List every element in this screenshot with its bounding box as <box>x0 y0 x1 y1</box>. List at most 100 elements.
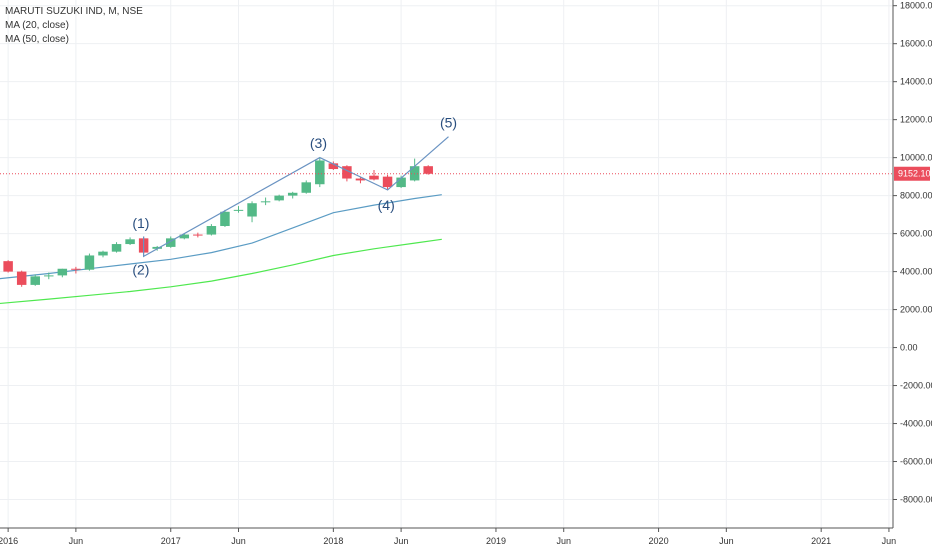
candle-body <box>165 238 176 247</box>
candle-body <box>98 251 108 256</box>
candle-body <box>57 268 68 276</box>
candle <box>3 260 13 273</box>
x-tick-label: 2021 <box>811 536 831 546</box>
candle-body <box>423 166 433 174</box>
x-tick-label: Jun <box>719 536 734 546</box>
ma20-line <box>0 194 442 280</box>
wave-label: (1) <box>132 215 149 231</box>
y-tick-label: 6000.00 <box>900 229 932 239</box>
candle <box>355 176 366 184</box>
y-tick-label: 18000.00 <box>900 1 932 11</box>
candle <box>423 165 433 175</box>
candle-body <box>193 234 203 236</box>
wave-label: (2) <box>132 261 149 277</box>
y-tick-label: 0.00 <box>900 343 918 353</box>
candle <box>44 272 54 280</box>
x-tick-label: Jun <box>394 536 409 546</box>
candle <box>301 180 311 194</box>
y-tick-label: 10000.00 <box>900 153 932 163</box>
y-tick-label: 4000.00 <box>900 267 932 277</box>
time-axis[interactable]: 2016 Jun 2017 Jun 2018 Jun 2019 Jun 2020 Jun 2021 J… <box>0 527 897 546</box>
candle-body <box>247 203 257 217</box>
elliott-wave-drawing[interactable]: (1) (2) (3) (4) (5) <box>132 114 457 277</box>
candle <box>206 224 217 236</box>
x-tick-label: Jun <box>69 536 84 546</box>
candle-body <box>369 175 379 180</box>
x-tick-label: 2016 <box>0 536 18 546</box>
candle-body <box>30 276 40 285</box>
y-tick-label: -6000.00 <box>900 457 932 467</box>
candle-body <box>396 177 406 188</box>
ma50-legend: MA (50, close) <box>5 34 69 45</box>
candle <box>220 209 230 227</box>
candle <box>260 197 271 206</box>
candle <box>84 253 95 271</box>
y-tick-label: 2000.00 <box>900 305 932 315</box>
y-tick-label: 16000.00 <box>900 39 932 49</box>
x-tick-label: 2018 <box>323 536 343 546</box>
candle <box>369 169 379 181</box>
ma20-path <box>0 194 442 280</box>
y-tick-label: 12000.00 <box>900 115 932 125</box>
last-price-line: 9152.10 <box>0 166 931 181</box>
ma50-path <box>0 238 442 305</box>
candle <box>125 237 135 246</box>
y-tick-label: -2000.00 <box>900 381 932 391</box>
candle <box>193 232 203 238</box>
candle-body <box>3 261 13 272</box>
candle-body <box>152 246 162 249</box>
candle <box>57 268 68 278</box>
candle <box>247 201 257 223</box>
candle-body <box>111 244 122 252</box>
wave-path <box>143 136 449 258</box>
candle-body <box>301 182 311 193</box>
candle <box>409 158 420 182</box>
candle-body <box>287 192 298 196</box>
y-tick-label: 8000.00 <box>900 191 932 201</box>
wave-label: (3) <box>310 135 327 151</box>
candle <box>98 250 108 258</box>
candle-body <box>260 201 271 203</box>
candle-body <box>274 195 284 201</box>
x-tick-label: Jun <box>882 536 897 546</box>
candle-body <box>44 275 54 277</box>
y-tick-label: -8000.00 <box>900 495 932 505</box>
candle-body <box>125 239 135 245</box>
x-tick-label: 2020 <box>649 536 669 546</box>
ma50-line <box>0 238 442 305</box>
chart-legend: MARUTI SUZUKI IND, M, NSE MA (20, close)… <box>5 5 143 47</box>
candle <box>71 266 81 274</box>
candle-body <box>71 268 81 270</box>
candle <box>342 165 352 182</box>
candle <box>315 157 325 188</box>
candle-body <box>315 160 325 185</box>
wave-label: (4) <box>378 197 395 213</box>
candle <box>287 191 298 199</box>
candle <box>274 194 284 202</box>
candle-body <box>342 166 352 179</box>
candle-body <box>233 209 244 211</box>
candle <box>179 233 190 240</box>
candle <box>328 161 339 170</box>
candle <box>382 174 393 190</box>
y-tick-label: -4000.00 <box>900 419 932 429</box>
last-price-tag <box>894 166 930 181</box>
candle-body <box>16 271 27 285</box>
x-tick-label: 2019 <box>486 536 506 546</box>
candle-body <box>220 211 230 227</box>
candlestick-series <box>3 157 433 287</box>
price-axis[interactable]: 18000.00 16000.00 14000.00 12000.00 10000.00… <box>892 0 932 528</box>
wave-label: (5) <box>440 114 457 130</box>
candle-body <box>206 226 217 235</box>
grid-lines <box>0 0 893 528</box>
symbol-title: MARUTI SUZUKI IND, M, NSE <box>5 6 143 17</box>
candle-body <box>84 255 95 270</box>
candle-body <box>382 176 393 188</box>
y-tick-label: 14000.00 <box>900 77 932 87</box>
candle <box>111 242 122 253</box>
candle <box>165 236 176 248</box>
ma20-legend: MA (20, close) <box>5 20 69 31</box>
x-tick-label: Jun <box>556 536 571 546</box>
candle <box>233 206 244 213</box>
